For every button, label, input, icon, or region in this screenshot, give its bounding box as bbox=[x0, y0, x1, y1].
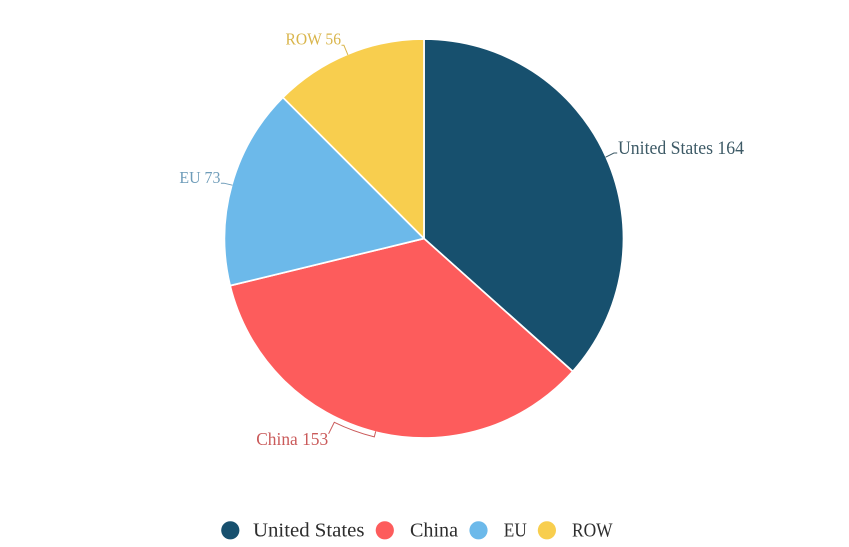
svg-text:United States: United States bbox=[253, 519, 365, 541]
svg-text:ROW: ROW bbox=[572, 519, 613, 541]
svg-text:EU 73: EU 73 bbox=[179, 168, 220, 187]
svg-text:United States 164: United States 164 bbox=[618, 138, 744, 159]
svg-text:China: China bbox=[410, 519, 458, 541]
svg-text:EU: EU bbox=[504, 519, 527, 541]
svg-text:ROW 56: ROW 56 bbox=[286, 29, 342, 48]
svg-text:China 153: China 153 bbox=[256, 429, 328, 449]
